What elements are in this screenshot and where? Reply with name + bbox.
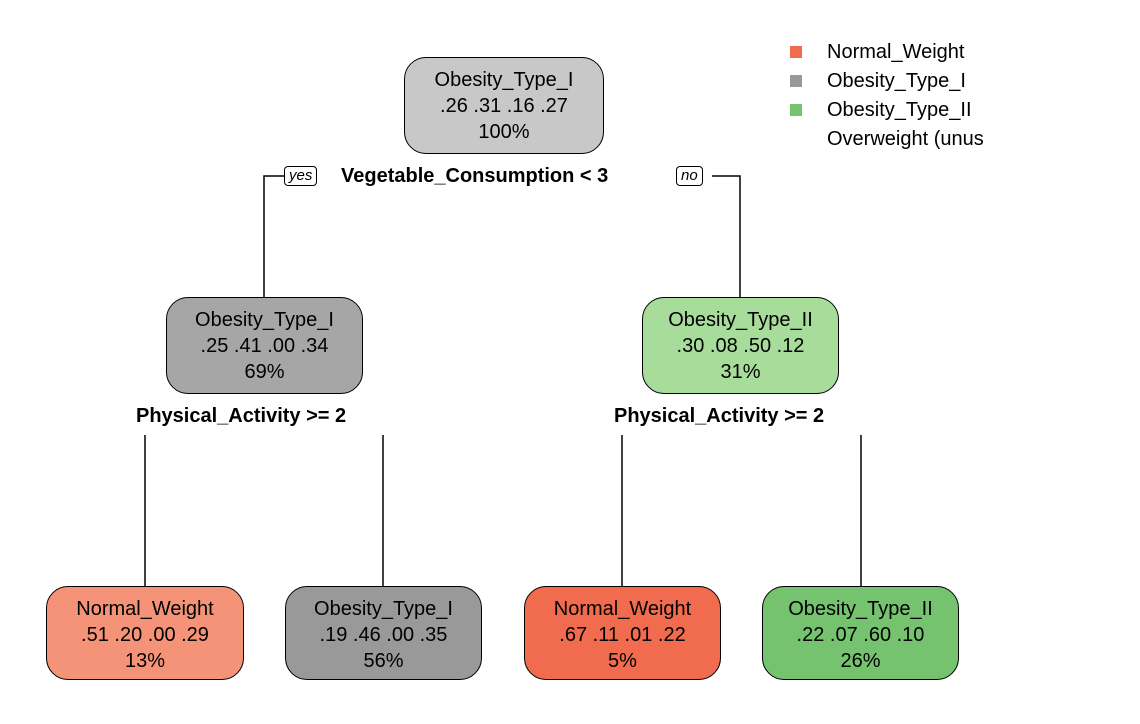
legend-label: Obesity_Type_II xyxy=(827,99,972,121)
node-probabilities: .30 .08 .50 .12 xyxy=(676,335,805,357)
node-percentage: 5% xyxy=(608,650,637,672)
node-probabilities: .22 .07 .60 .10 xyxy=(796,624,925,646)
legend-swatch xyxy=(790,46,802,58)
node-probabilities: .51 .20 .00 .29 xyxy=(81,624,209,646)
legend-swatch xyxy=(790,75,802,87)
legend-item: Obesity_Type_I xyxy=(790,67,1010,96)
legend-label: Overweight (unus xyxy=(827,128,984,150)
tree-node-5: Obesity_Type_I .19 .46 .00 .35 56% xyxy=(285,586,482,680)
edge-root-right xyxy=(712,175,741,297)
node-probabilities: .26 .31 .16 .27 xyxy=(440,95,568,117)
tree-node-root: Obesity_Type_I .26 .31 .16 .27 100% xyxy=(404,57,604,154)
node-percentage: 100% xyxy=(478,121,530,143)
node-class: Obesity_Type_II xyxy=(788,598,933,620)
node-class: Obesity_Type_I xyxy=(314,598,453,620)
node-class: Obesity_Type_I xyxy=(195,309,334,331)
node-percentage: 31% xyxy=(720,361,761,383)
legend-item: Normal_Weight xyxy=(790,38,1010,67)
legend-item: Obesity_Type_II xyxy=(790,96,1010,125)
legend-swatch xyxy=(790,104,802,116)
tree-node-4: Normal_Weight .51 .20 .00 .29 13% xyxy=(46,586,244,680)
split-label-left: Physical_Activity >= 2 xyxy=(136,405,347,427)
tree-node-7: Obesity_Type_II .22 .07 .60 .10 26% xyxy=(762,586,959,680)
node-class: Normal_Weight xyxy=(76,598,214,620)
legend: Normal_Weight Obesity_Type_I Obesity_Typ… xyxy=(790,38,1010,154)
tree-node-3: Obesity_Type_II .30 .08 .50 .12 31% xyxy=(642,297,839,394)
legend-label: Obesity_Type_I xyxy=(827,70,966,92)
legend-item: Overweight (unus xyxy=(790,125,1010,154)
tree-node-2: Obesity_Type_I .25 .41 .00 .34 69% xyxy=(166,297,363,394)
node-probabilities: .19 .46 .00 .35 xyxy=(319,624,448,646)
legend-label: Normal_Weight xyxy=(827,41,965,63)
node-class: Obesity_Type_I xyxy=(434,69,574,91)
node-percentage: 56% xyxy=(363,650,404,672)
node-class: Obesity_Type_II xyxy=(668,309,813,331)
tree-node-6: Normal_Weight .67 .11 .01 .22 5% xyxy=(524,586,721,680)
legend-swatch xyxy=(790,133,802,145)
no-tag: no xyxy=(676,166,703,186)
node-percentage: 69% xyxy=(244,361,285,383)
node-class: Normal_Weight xyxy=(553,598,692,620)
node-probabilities: .25 .41 .00 .34 xyxy=(200,335,329,357)
split-label-right: Physical_Activity >= 2 xyxy=(614,405,825,427)
edge-root-left xyxy=(263,175,284,297)
node-percentage: 26% xyxy=(840,650,881,672)
node-percentage: 13% xyxy=(124,650,166,672)
yes-tag: yes xyxy=(284,166,318,186)
split-label-root: Vegetable_Consumption < 3 xyxy=(341,165,609,187)
node-probabilities: .67 .11 .01 .22 xyxy=(559,624,686,646)
